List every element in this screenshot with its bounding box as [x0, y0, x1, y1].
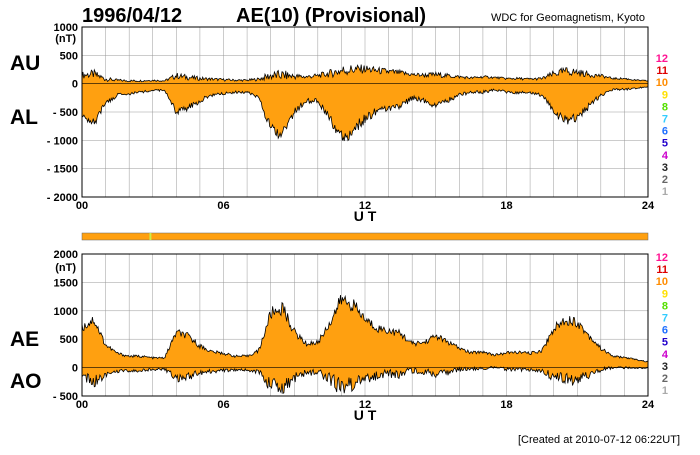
x-tick-label: 06	[217, 200, 229, 212]
x-tick-label: 24	[642, 399, 655, 411]
ae-ao-area	[82, 295, 648, 394]
y-tick-label: - 1500	[47, 164, 78, 176]
x-tick-label: 12	[359, 200, 371, 212]
legend-station-10: 10	[656, 77, 668, 89]
x-tick-label: 18	[500, 399, 512, 411]
legend-station-12: 12	[656, 53, 668, 65]
ae-ao-x-axis-label: U T	[354, 407, 377, 423]
legend-station-5: 5	[662, 138, 668, 150]
legend-station-11: 11	[656, 264, 668, 276]
y-tick-label: 500	[60, 50, 78, 62]
legend-station-9: 9	[662, 89, 668, 101]
y-tick-label: - 500	[53, 107, 78, 119]
y-tick-label: 0	[72, 363, 78, 375]
legend-station-2: 2	[662, 373, 668, 385]
data-status-bar	[81, 232, 649, 241]
legend-station-3: 3	[662, 361, 668, 373]
ae-line	[81, 294, 649, 363]
ae-ao-plot-frame	[81, 253, 649, 397]
header-date: 1996/04/12	[82, 5, 182, 27]
legend-station-4: 4	[662, 349, 669, 361]
al-label: AL	[10, 106, 38, 129]
au-al-y-ticks: 1000 500 0 - 500 - 1000 - 1500 - 2000	[47, 22, 78, 204]
au-al-unit-label: (nT)	[55, 33, 76, 45]
au-label: AU	[10, 52, 40, 75]
legend-station-5: 5	[662, 337, 668, 349]
au-line	[81, 64, 649, 83]
x-tick-label: 00	[76, 399, 88, 411]
x-tick-label: 12	[359, 399, 371, 411]
legend-station-6: 6	[662, 325, 668, 337]
legend-station-10: 10	[656, 276, 668, 288]
ae-ao-unit-label: (nT)	[55, 262, 76, 274]
header-title: AE(10) (Provisional)	[236, 5, 426, 27]
y-tick-label: - 500	[53, 391, 78, 403]
y-tick-label: 0	[72, 79, 78, 91]
legend-station-6: 6	[662, 126, 668, 138]
created-timestamp: [Created at 2010-07-12 06:22UT]	[518, 434, 680, 446]
au-al-x-axis-label: U T	[354, 208, 377, 224]
ao-label: AO	[10, 370, 42, 393]
legend-station-2: 2	[662, 174, 668, 186]
y-tick-label: 2000	[54, 249, 78, 261]
y-tick-label: 1000	[54, 22, 78, 34]
x-tick-label: 18	[500, 200, 512, 212]
au-al-plot-frame	[81, 26, 649, 198]
y-tick-label: - 1000	[47, 135, 78, 147]
data-status-mark	[149, 233, 152, 240]
header-source: WDC for Geomagnetism, Kyoto	[491, 12, 645, 24]
au-al-x-ticks: 00 06 12 18 24	[76, 200, 655, 212]
legend-station-11: 11	[656, 65, 668, 77]
y-tick-label: - 2000	[47, 192, 78, 204]
legend-station-8: 8	[662, 300, 668, 312]
al-line	[81, 86, 649, 142]
legend-station-8: 8	[662, 101, 668, 113]
legend-station-1: 1	[662, 186, 668, 198]
y-tick-label: 500	[60, 334, 78, 346]
x-tick-label: 24	[642, 200, 655, 212]
ao-line	[81, 365, 649, 395]
legend-station-7: 7	[662, 114, 668, 126]
ae-ao-x-ticks: 00 06 12 18 24	[76, 399, 655, 411]
y-tick-label: 1500	[54, 277, 78, 289]
legend-station-4: 4	[662, 150, 669, 162]
legend-station-1: 1	[662, 385, 668, 397]
x-tick-label: 00	[76, 200, 88, 212]
legend-station-3: 3	[662, 162, 668, 174]
legend-station-9: 9	[662, 288, 668, 300]
ae-ao-y-ticks: 2000 1500 1000 500 0 - 500	[53, 249, 78, 403]
legend-station-12: 12	[656, 252, 668, 264]
legend-station-7: 7	[662, 313, 668, 325]
y-tick-label: 1000	[54, 306, 78, 318]
ae-label: AE	[10, 328, 39, 351]
x-tick-label: 06	[217, 399, 229, 411]
